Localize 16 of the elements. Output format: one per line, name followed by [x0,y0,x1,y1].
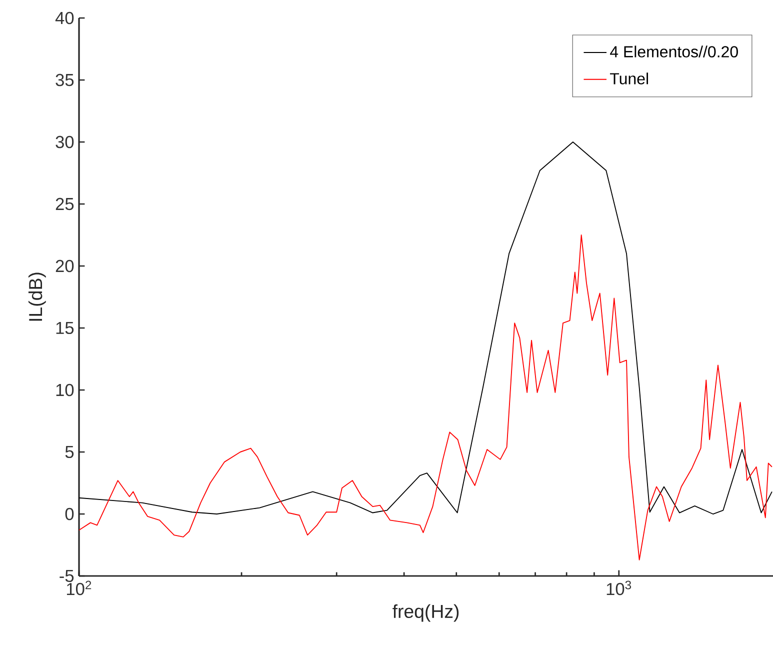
y-tick-label: 30 [56,136,74,148]
x-tick-label: 10$^{3}$ [606,580,632,596]
y-tick-label: 35 [56,74,74,86]
y-tick-label: 20 [56,260,74,272]
x-tick-label: 10$^{2}$ [66,580,92,596]
legend-label: 4 Elementos//0.20 [610,46,738,58]
y-tick-label: 0 [65,508,74,520]
y-tick-label: 25 [56,198,74,210]
y-tick-label: 40 [55,12,74,24]
y-tick-label: 10 [56,384,74,396]
y-axis-title: IL(dB) [28,272,46,321]
legend-label: Tunel [610,72,648,84]
y-tick-label: 5 [65,446,74,458]
y-tick-label: -5 [60,570,74,582]
x-axis-title: freq(Hz) [392,604,459,622]
y-tick-label: 15 [56,322,74,334]
